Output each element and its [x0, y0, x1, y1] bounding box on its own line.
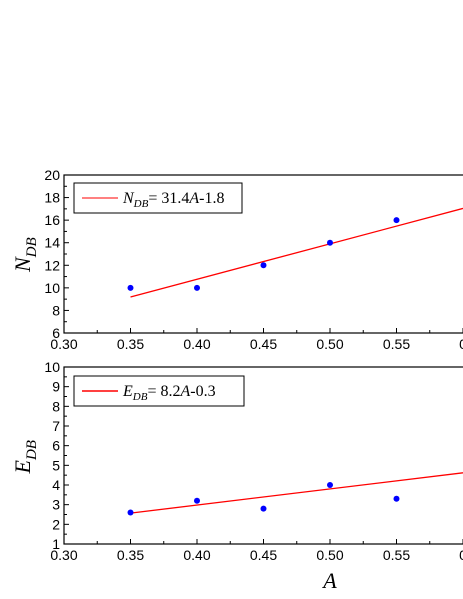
- legend-eq-post: -0.3: [190, 383, 215, 400]
- y-tick-label: 7: [52, 418, 60, 434]
- data-point: [127, 509, 134, 516]
- y-tick-label: 5: [52, 457, 60, 473]
- data-point: [127, 284, 134, 291]
- panel-bottom-points: [127, 482, 400, 516]
- panel-bottom-x-ticks: 0.30 0.35 0.40 0.45 0.50 0.55 0: [50, 539, 463, 563]
- y-tick-label: 16: [44, 212, 60, 228]
- data-point: [327, 239, 333, 246]
- y-tick-label: 8: [52, 302, 60, 318]
- legend-eq-pre: = 31.4: [148, 190, 189, 207]
- legend-equation: NDB= 31.4A-1.8: [122, 190, 224, 210]
- panel-top: 0.30 0.35 0.40 0.45 0.50 0.55 0 6 8 10 12 14 16 18 20…: [10, 167, 463, 352]
- fit-line: [130, 207, 463, 298]
- panel-bottom-y-axis-title: EDB: [10, 440, 40, 474]
- legend-var: N: [122, 190, 135, 207]
- fit-line: [130, 472, 463, 514]
- y-tick-label: 8: [52, 398, 60, 414]
- legend-equation: EDB= 8.2A-0.3: [122, 383, 216, 403]
- y-title-sub: DB: [24, 440, 40, 461]
- data-point: [393, 217, 400, 224]
- y-title-sub: DB: [24, 237, 40, 258]
- panel-bottom-legend: EDB= 8.2A-0.3: [73, 375, 245, 407]
- panel-top-points: [127, 217, 400, 291]
- x-tick-label: 0.45: [250, 547, 277, 563]
- y-tick-label: 12: [44, 257, 60, 273]
- x-tick-label: 0.55: [383, 547, 410, 563]
- data-point: [393, 495, 400, 502]
- data-point: [194, 284, 200, 291]
- x-axis-title: A: [321, 568, 337, 593]
- panel-bottom-fit-line: [130, 472, 463, 514]
- y-tick-label: 3: [52, 497, 60, 513]
- legend-eq-post: -1.8: [199, 190, 224, 207]
- panel-bottom-y-ticks: 1 2 3 4 5 6 7 8 9 10: [44, 359, 69, 552]
- y-tick-label: 6: [52, 325, 60, 341]
- y-tick-label: 1: [52, 536, 60, 552]
- x-tick-label: 0.55: [383, 336, 410, 352]
- y-tick-label: 20: [44, 167, 60, 183]
- data-point: [260, 262, 267, 269]
- x-tick-label: 0.35: [117, 336, 144, 352]
- legend-var: E: [122, 383, 133, 400]
- legend-sub: DB: [133, 198, 149, 210]
- y-title-main: N: [10, 256, 35, 273]
- x-tick-label: 0.45: [250, 336, 277, 352]
- x-tick-label: 0.50: [316, 547, 343, 563]
- y-tick-label: 10: [44, 280, 60, 296]
- legend-eq-pre: = 8.2: [147, 383, 180, 400]
- panel-top-y-ticks: 6 8 10 12 14 16 18 20: [44, 167, 69, 341]
- panel-top-legend: NDB= 31.4A-1.8: [73, 182, 243, 214]
- x-tick-label: 0.40: [183, 336, 210, 352]
- y-tick-label: 6: [52, 438, 60, 454]
- y-title-main: E: [10, 460, 35, 475]
- x-tick-label: 0.40: [183, 547, 210, 563]
- x-tick-label: 0.30: [50, 547, 77, 563]
- x-tick-label: 0.30: [50, 336, 77, 352]
- y-tick-label: 2: [52, 516, 60, 532]
- legend-eq-var: A: [179, 383, 190, 400]
- x-tick-label: 0: [459, 336, 463, 352]
- x-tick-label: 0: [459, 547, 463, 563]
- y-tick-label: 4: [52, 477, 60, 493]
- x-tick-label: 0.35: [117, 547, 144, 563]
- data-point: [194, 497, 200, 504]
- y-tick-label: 10: [44, 359, 60, 375]
- legend-eq-var: A: [188, 190, 199, 207]
- x-tick-label: 0.50: [316, 336, 343, 352]
- data-point: [327, 482, 333, 488]
- y-tick-label: 18: [44, 190, 60, 206]
- y-tick-label: 9: [52, 379, 60, 395]
- legend-sub: DB: [132, 391, 148, 403]
- data-point: [260, 505, 267, 512]
- y-tick-label: 14: [44, 235, 60, 251]
- panel-top-y-axis-title: NDB: [10, 237, 40, 273]
- panel-top-fit-line: [130, 207, 463, 298]
- panel-top-x-ticks: 0.30 0.35 0.40 0.45 0.50 0.55 0: [50, 328, 463, 352]
